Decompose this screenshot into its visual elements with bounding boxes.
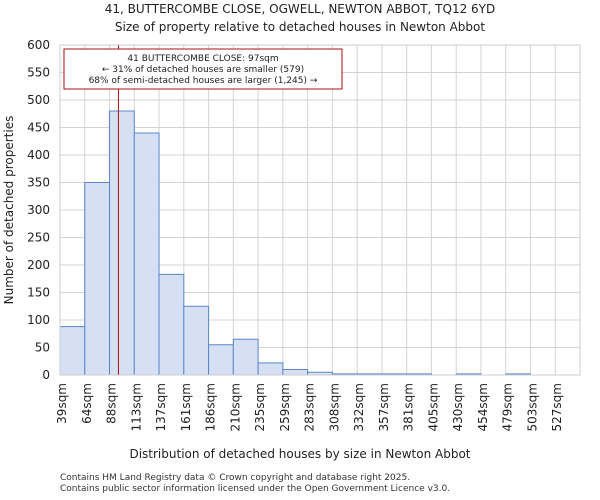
bar-186sqm (208, 344, 234, 376)
y-tick-label: 50 (35, 341, 50, 355)
y-tick-label: 300 (27, 203, 50, 217)
annotation-line-1: 41 BUTTERCOMBE CLOSE: 97sqm (127, 54, 278, 64)
y-tick-label: 500 (27, 93, 50, 107)
bar-235sqm (257, 362, 284, 376)
bar-88sqm (109, 110, 135, 376)
x-tick-label: 283sqm (303, 383, 317, 431)
x-tick-label: 357sqm (377, 383, 391, 431)
y-tick-label: 550 (27, 66, 50, 80)
x-tick-label: 503sqm (525, 383, 539, 431)
x-tick-label: 259sqm (278, 383, 292, 431)
plot-frame (59, 44, 581, 376)
y-tick-label: 250 (27, 231, 50, 245)
chart-title: 41, BUTTERCOMBE CLOSE, OGWELL, NEWTON AB… (105, 2, 496, 16)
x-tick-label: 235sqm (253, 383, 267, 431)
chart-subtitle: Size of property relative to detached ho… (115, 20, 485, 34)
y-axis-label: Number of detached properties (2, 116, 16, 305)
x-tick-label: 527sqm (550, 383, 564, 431)
bar-64sqm (84, 182, 111, 376)
x-tick-label: 479sqm (501, 383, 515, 431)
x-tick-label: 64sqm (80, 383, 94, 424)
bar-113sqm (133, 132, 160, 376)
y-tick-label: 400 (27, 148, 50, 162)
x-tick-label: 210sqm (228, 383, 242, 431)
annotation-frame (63, 48, 343, 90)
annotation-line-2: ← 31% of detached houses are smaller (57… (102, 65, 304, 75)
annotation-line-3: 68% of semi-detached houses are larger (… (89, 76, 318, 86)
x-tick-label: 454sqm (476, 383, 490, 431)
x-tick-label: 39sqm (55, 383, 69, 424)
bar-161sqm (183, 305, 210, 376)
bar-39sqm (59, 326, 86, 376)
x-tick-label: 332sqm (352, 383, 366, 431)
y-tick-label: 600 (27, 38, 50, 52)
x-tick-label: 186sqm (204, 383, 218, 431)
y-tick-label: 150 (27, 286, 50, 300)
x-tick-label: 137sqm (154, 383, 168, 431)
bar-137sqm (158, 273, 185, 376)
y-axis-ticks: 0 50 100 150 200 250 300 350 400 450 500 550 600 (27, 38, 50, 382)
x-tick-label: 308sqm (327, 383, 341, 431)
bar-210sqm (232, 338, 259, 376)
annotation-box: 41 BUTTERCOMBE CLOSE: 97sqm ← 31% of det… (63, 48, 343, 90)
bar-259sqm (282, 369, 309, 376)
x-tick-label: 88sqm (105, 383, 119, 424)
y-tick-label: 200 (27, 258, 50, 272)
x-tick-label: 430sqm (451, 383, 465, 431)
y-tick-label: 350 (27, 176, 50, 190)
x-tick-label: 381sqm (402, 383, 416, 431)
x-tick-label: 113sqm (129, 383, 143, 431)
bars (59, 110, 531, 376)
x-axis-label: Distribution of detached houses by size … (129, 447, 470, 461)
x-tick-label: 405sqm (426, 383, 440, 431)
y-tick-label: 450 (27, 121, 50, 135)
footer-line-2: Contains public sector information licen… (60, 484, 451, 494)
y-tick-label: 0 (42, 368, 50, 382)
y-tick-label: 100 (27, 313, 50, 327)
x-axis-ticks: 39sqm 64sqm 88sqm 113sqm 137sqm 161sqm 186sqm 2… (55, 383, 564, 431)
x-tick-label: 161sqm (179, 383, 193, 431)
footer-line-1: Contains HM Land Registry data © Crown c… (60, 473, 411, 483)
